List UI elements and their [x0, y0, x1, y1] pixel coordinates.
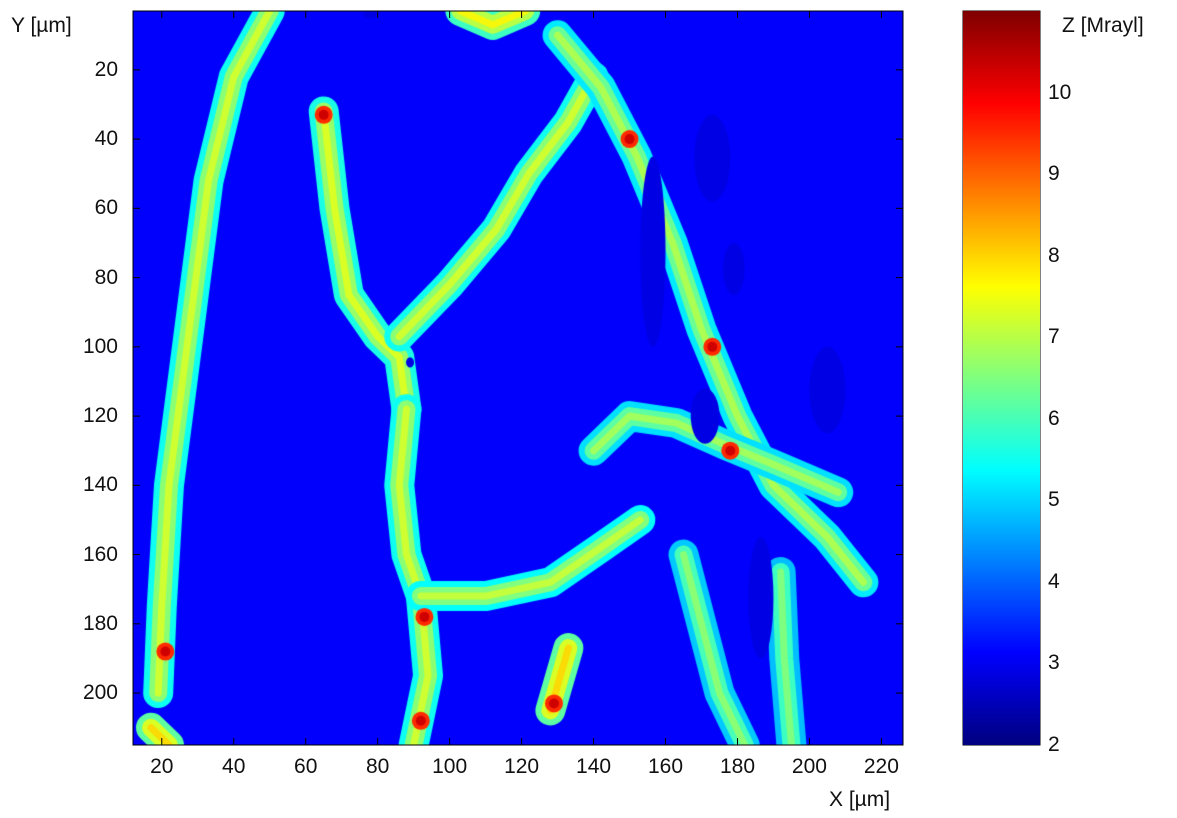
y-tick-label-200: 200 [82, 681, 118, 705]
x-tick-label-200: 200 [791, 755, 827, 778]
x-tick-label-220: 220 [863, 755, 899, 778]
x-tick-label-180: 180 [719, 755, 756, 778]
y-tick-label-120: 120 [82, 404, 118, 428]
x-tick-label-40: 40 [222, 755, 246, 778]
cbar-tick-label-7: 7 [1048, 325, 1060, 349]
cbar-tick-label-2: 2 [1048, 733, 1060, 756]
colorbar [963, 11, 1040, 745]
cbar-tick-label-6: 6 [1048, 406, 1060, 430]
y-tick-label-80: 80 [94, 265, 118, 289]
cbar-tick-label-9: 9 [1048, 162, 1060, 186]
x-tick-label-140: 140 [576, 755, 612, 778]
x-tick-label-60: 60 [294, 755, 318, 778]
heatmap-image [133, 11, 903, 745]
y-tick-label-60: 60 [94, 196, 118, 220]
cbar-tick-label-3: 3 [1048, 651, 1060, 675]
x-tick-label-20: 20 [150, 755, 174, 778]
y-tick-label-100: 100 [82, 334, 118, 358]
x-axis-label: X [µm] [829, 788, 891, 811]
x-tick-label-80: 80 [365, 755, 390, 778]
y-tick-label-180: 180 [82, 611, 118, 635]
cbar-tick-label-4: 4 [1048, 569, 1060, 593]
colorbar-label: Z [Mrayl] [1062, 14, 1144, 37]
x-tick-label-100: 100 [432, 755, 468, 778]
y-tick-label-40: 40 [94, 127, 118, 151]
cbar-tick-label-10: 10 [1048, 80, 1072, 104]
cbar-tick-label-8: 8 [1048, 243, 1060, 267]
x-tick-label-120: 120 [504, 755, 540, 778]
y-axis-label: Y [µm] [11, 14, 72, 37]
y-tick-label-140: 140 [82, 473, 118, 497]
y-tick-label-20: 20 [94, 57, 118, 81]
y-tick-label-160: 160 [82, 542, 118, 566]
x-tick-label-160: 160 [647, 755, 684, 778]
cbar-tick-label-5: 5 [1048, 488, 1060, 512]
